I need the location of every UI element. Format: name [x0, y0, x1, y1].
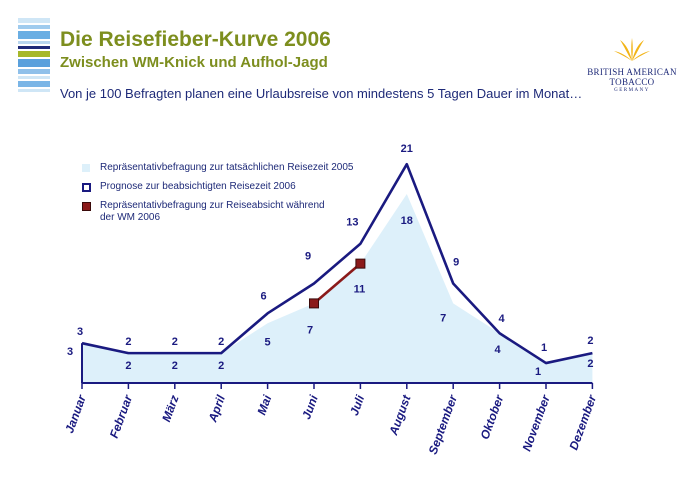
x-tick-label-März: März: [159, 393, 182, 423]
intro-text: Von je 100 Befragten planen eine Urlaubs…: [60, 86, 583, 101]
wm-marker-Juli: [355, 258, 366, 269]
area-label-September: 7: [440, 312, 446, 324]
x-tick-label-Januar: Januar: [62, 392, 89, 435]
legend-item-area: Repräsentativbefragung zur tatsächlichen…: [82, 162, 354, 174]
area-label-November: 1: [535, 366, 541, 378]
x-tick-label-November: November: [520, 392, 554, 453]
legend-swatch-forecast: [82, 183, 91, 192]
area-label-Dezember: 2: [587, 358, 593, 370]
chart-legend: Repräsentativbefragung zur tatsächlichen…: [82, 162, 354, 231]
legend-label-area: Repräsentativbefragung zur tatsächlichen…: [100, 162, 354, 173]
legend-item-wm: Repräsentativbefragung zur Reiseabsicht …: [82, 200, 340, 224]
brand-logo: BRITISH AMERICAN TOBACCO GERMANY: [582, 38, 682, 93]
forecast-label-Januar: 3: [77, 326, 83, 338]
forecast-label-Februar: 2: [125, 336, 131, 348]
legend-label-forecast: Prognose zur beabsichtigten Reisezeit 20…: [100, 181, 296, 192]
leaf-icon: [614, 38, 650, 61]
area-label-Juli: 11: [354, 284, 366, 296]
stripe-logo: [18, 18, 50, 92]
area-label-Januar: 3: [67, 346, 73, 358]
forecast-label-Dezember: 2: [587, 335, 593, 347]
x-tick-label-Juni: Juni: [299, 393, 321, 422]
x-tick-label-Juli: Juli: [347, 393, 367, 418]
forecast-label-November: 1: [541, 342, 547, 354]
forecast-label-April: 2: [218, 336, 224, 348]
wm-marker-Juni: [309, 298, 319, 309]
x-tick-label-April: April: [205, 393, 228, 425]
forecast-label-März: 2: [172, 336, 178, 348]
page-title: Die Reisefieber-Kurve 2006: [60, 28, 331, 51]
forecast-label-September: 9: [453, 257, 459, 269]
brand-name-line2: TOBACCO: [609, 77, 655, 87]
forecast-label-Juli: 13: [346, 217, 358, 229]
forecast-label-Mai: 6: [261, 290, 267, 302]
brand-name-line1: BRITISH AMERICAN: [587, 67, 677, 77]
x-tick-label-Dezember: Dezember: [566, 392, 599, 452]
x-tick-label-September: September: [426, 392, 461, 456]
x-tick-label-Mai: Mai: [254, 393, 274, 417]
area-2005: [82, 194, 593, 383]
x-tick-label-August: August: [386, 392, 414, 438]
page-subtitle: Zwischen WM-Knick und Aufhol-Jagd: [60, 54, 328, 71]
legend-label-wm: Repräsentativbefragung zur Reiseabsicht …: [100, 200, 325, 223]
area-label-März: 2: [172, 360, 178, 372]
forecast-line: [81, 162, 593, 365]
area-label-Mai: 5: [265, 336, 271, 348]
x-tick-label-Oktober: Oktober: [478, 392, 507, 441]
forecast-label-Juni: 9: [305, 251, 311, 263]
area-label-Februar: 2: [125, 360, 131, 372]
area-label-August: 18: [401, 215, 413, 227]
legend-swatch-wm: [82, 202, 91, 211]
x-tick-label-Februar: Februar: [107, 392, 136, 440]
brand-country: GERMANY: [614, 88, 650, 93]
forecast-label-Oktober: 4: [499, 313, 506, 325]
area-label-Oktober: 4: [495, 344, 502, 356]
wm-line: [313, 262, 362, 305]
area-label-Juni: 7: [307, 324, 313, 336]
forecast-label-August: 21: [401, 143, 413, 155]
legend-swatch-area: [82, 164, 90, 172]
area-label-April: 2: [218, 360, 224, 372]
legend-item-forecast: Prognose zur beabsichtigten Reisezeit 20…: [82, 181, 354, 193]
